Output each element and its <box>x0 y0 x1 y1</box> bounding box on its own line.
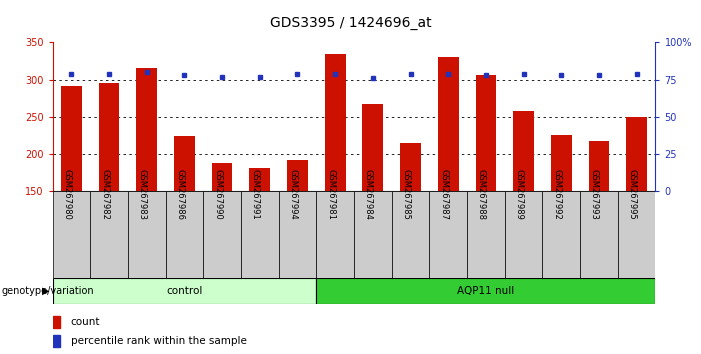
Bar <box>99 82 119 191</box>
Text: GSM267987: GSM267987 <box>440 169 448 220</box>
Bar <box>53 278 316 304</box>
Bar <box>203 191 241 278</box>
Bar <box>250 168 270 191</box>
Text: GDS3395 / 1424696_at: GDS3395 / 1424696_at <box>270 16 431 30</box>
Bar <box>165 191 203 278</box>
Bar <box>467 191 505 278</box>
Text: GSM267981: GSM267981 <box>326 169 335 220</box>
Bar <box>278 191 316 278</box>
Text: GSM267982: GSM267982 <box>100 169 109 220</box>
Bar <box>543 191 580 278</box>
Bar <box>429 191 467 278</box>
Text: GSM267991: GSM267991 <box>251 169 260 220</box>
Bar <box>354 191 392 278</box>
Bar <box>392 191 429 278</box>
Bar <box>475 75 496 191</box>
Bar <box>513 111 534 191</box>
Text: GSM267988: GSM267988 <box>477 169 486 220</box>
Text: AQP11 null: AQP11 null <box>457 286 515 296</box>
Text: genotype/variation: genotype/variation <box>1 286 94 296</box>
Text: GSM267986: GSM267986 <box>175 169 184 220</box>
Text: GSM267992: GSM267992 <box>552 169 562 220</box>
Bar <box>589 141 609 191</box>
Bar <box>362 104 383 191</box>
Text: GSM267995: GSM267995 <box>627 169 637 220</box>
Bar <box>287 160 308 191</box>
Text: count: count <box>71 318 100 327</box>
Bar <box>551 135 571 191</box>
Text: GSM267985: GSM267985 <box>402 169 411 220</box>
Text: percentile rank within the sample: percentile rank within the sample <box>71 336 247 346</box>
Text: GSM267994: GSM267994 <box>289 169 297 220</box>
Bar <box>505 191 543 278</box>
Bar <box>212 163 233 191</box>
Text: GSM267980: GSM267980 <box>62 169 72 220</box>
Bar <box>580 191 618 278</box>
Bar <box>316 191 354 278</box>
Bar <box>400 143 421 191</box>
Bar <box>626 117 647 191</box>
Bar <box>90 191 128 278</box>
Bar <box>53 316 60 328</box>
Text: GSM267989: GSM267989 <box>515 169 524 220</box>
Text: GSM267984: GSM267984 <box>364 169 373 220</box>
Bar <box>174 136 195 191</box>
Text: GSM267990: GSM267990 <box>213 169 222 220</box>
Text: GSM267993: GSM267993 <box>590 169 599 220</box>
Text: GSM267983: GSM267983 <box>138 169 147 220</box>
Bar <box>438 57 458 191</box>
Bar <box>61 86 82 191</box>
Bar <box>325 53 346 191</box>
Bar <box>53 191 90 278</box>
Bar <box>241 191 278 278</box>
Bar <box>53 335 60 347</box>
Bar <box>316 278 655 304</box>
Text: ▶: ▶ <box>42 286 50 296</box>
Text: control: control <box>166 286 203 296</box>
Bar <box>137 69 157 191</box>
Bar <box>618 191 655 278</box>
Bar <box>128 191 165 278</box>
